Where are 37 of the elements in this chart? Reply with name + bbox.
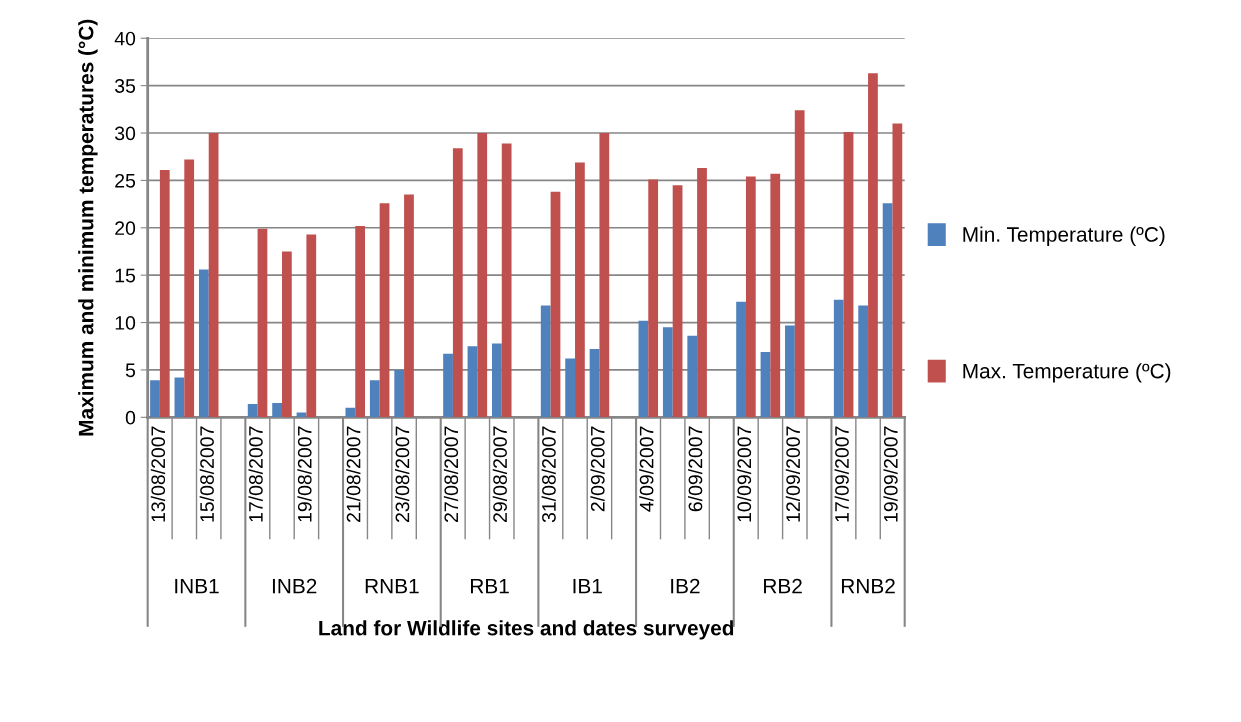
y-tick-label: 40	[114, 31, 136, 46]
x-tick-label: 13/08/2007	[150, 426, 166, 522]
x-tick-label: 31/08/2007	[541, 426, 556, 523]
y-tick-label: 0	[125, 410, 136, 425]
legend-label: Max. Temperature (ºC)	[963, 363, 1171, 383]
x-tick-label: 19/08/2007	[297, 426, 312, 522]
y-tick-label: 35	[114, 79, 136, 93]
y-tick-label: 15	[115, 268, 136, 283]
x-tick-label: 4/09/2007	[639, 426, 654, 512]
text: RNB1	[365, 578, 419, 594]
text: RB2	[764, 578, 802, 594]
x-tick-label: 10/09/2007	[736, 426, 752, 522]
text: IB2	[671, 578, 700, 594]
text: RNB2	[841, 578, 895, 594]
y-tick-label: 25	[115, 173, 136, 188]
x-tick-label: 19/09/2007	[883, 426, 898, 522]
y-tick-label: 30	[114, 126, 136, 141]
x-tick-label: 29/08/2007	[492, 426, 507, 522]
x-tick-label: 12/09/2007	[785, 426, 801, 522]
x-tick-label: 2/09/2007	[590, 426, 605, 512]
x-tick-label: 15/08/2007	[199, 426, 214, 522]
y-tick-label: 10	[115, 316, 136, 330]
text: INB2	[272, 578, 317, 594]
text: INB1	[175, 578, 219, 594]
y-tick-label: 5	[125, 363, 136, 378]
legend-label: Min. Temperature (ºC)	[963, 226, 1165, 246]
x-tick-label: 6/09/2007	[688, 426, 703, 512]
x-tick-label: 27/08/2007	[443, 426, 459, 522]
x-tick-label: 17/08/2007	[248, 426, 263, 522]
text: IB1	[573, 578, 602, 594]
y-tick-label: 20	[115, 221, 136, 236]
text: RB1	[471, 578, 509, 594]
x-tick-label: 17/09/2007	[834, 426, 849, 522]
x-tick-label: 23/08/2007	[395, 426, 410, 522]
x-tick-label: 21/08/2007	[346, 426, 361, 522]
y-axis-title: Maximum and minimum temperatures (°C)	[78, 19, 98, 436]
x-axis-title: Land for Wildlife sites and dates surveyed	[319, 620, 734, 640]
